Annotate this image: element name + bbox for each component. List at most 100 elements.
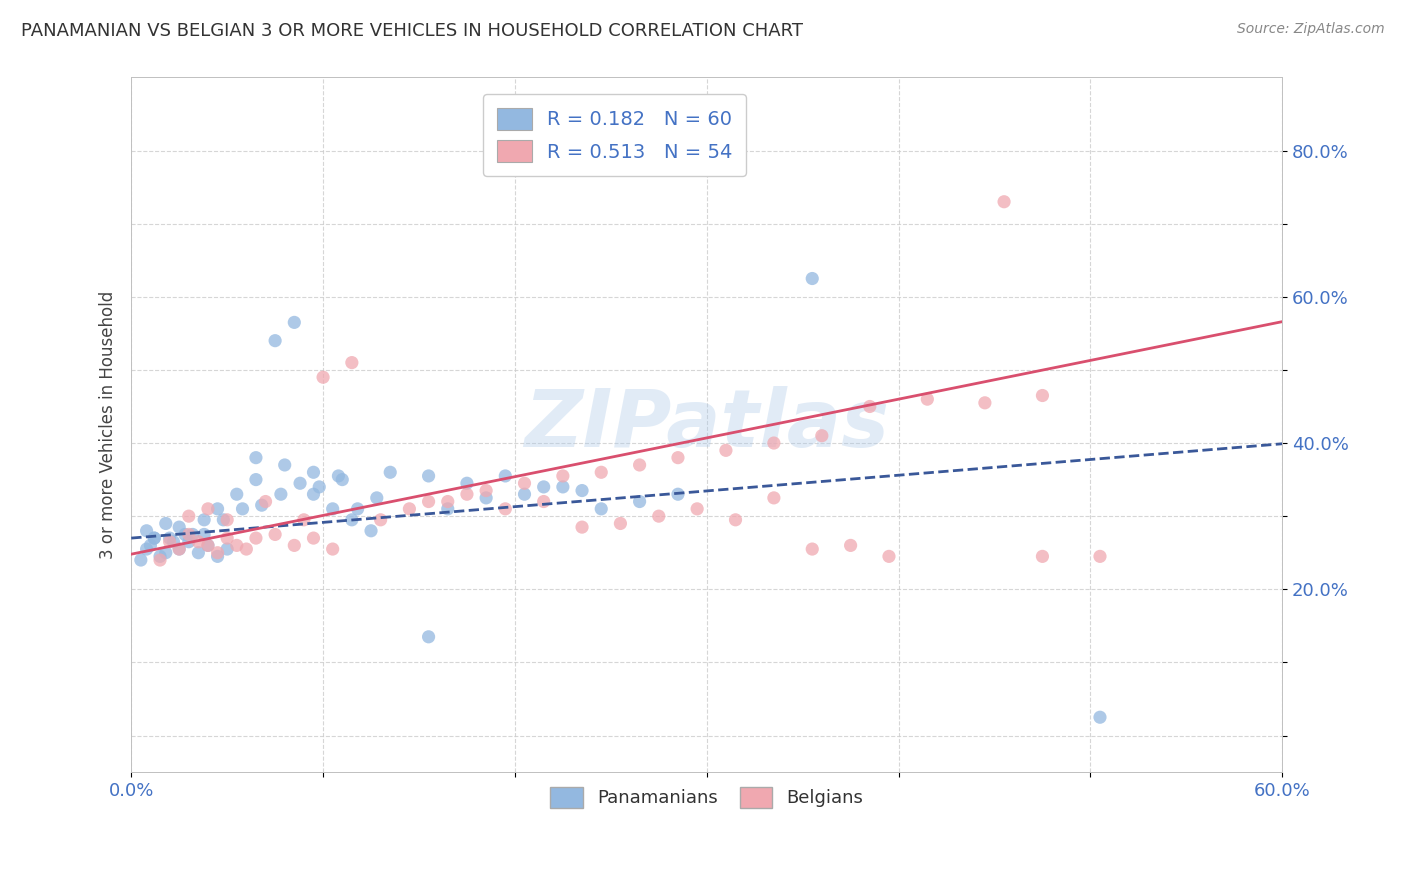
Point [398, 501, 420, 516]
Point [475, 491, 498, 505]
Point [418, 494, 440, 508]
Point [167, 520, 190, 534]
Point [143, 531, 166, 545]
Point [302, 531, 325, 545]
Point [370, 513, 392, 527]
Point [177, 527, 200, 541]
Point [250, 498, 273, 512]
Point [724, 513, 747, 527]
Point [811, 428, 834, 442]
Point [155, 516, 177, 531]
Point [283, 315, 305, 329]
Point [159, 534, 181, 549]
Point [418, 469, 440, 483]
Point [340, 356, 363, 370]
Point [513, 487, 536, 501]
Point [686, 501, 709, 516]
Point [193, 527, 215, 541]
Point [418, 630, 440, 644]
Point [436, 501, 458, 516]
Point [877, 549, 900, 564]
Point [917, 392, 939, 406]
Point [322, 501, 344, 516]
Point [456, 487, 478, 501]
Point [292, 513, 315, 527]
Point [207, 549, 229, 564]
Point [648, 509, 671, 524]
Point [436, 494, 458, 508]
Point [187, 546, 209, 560]
Point [167, 542, 190, 557]
Legend: Panamanians, Belgians: Panamanians, Belgians [543, 780, 870, 815]
Point [308, 480, 330, 494]
Point [231, 501, 253, 516]
Point [340, 513, 363, 527]
Point [591, 465, 613, 479]
Point [551, 480, 574, 494]
Point [993, 194, 1015, 209]
Text: ZIPatlаs: ZIPatlаs [524, 385, 889, 464]
Point [628, 494, 651, 508]
Point [283, 538, 305, 552]
Text: PANAMANIAN VS BELGIAN 3 OR MORE VEHICLES IN HOUSEHOLD CORRELATION CHART: PANAMANIAN VS BELGIAN 3 OR MORE VEHICLES… [21, 22, 803, 40]
Point [302, 465, 325, 479]
Point [494, 501, 516, 516]
Point [1031, 388, 1053, 402]
Point [177, 509, 200, 524]
Point [366, 491, 388, 505]
Point [762, 436, 785, 450]
Point [571, 483, 593, 498]
Point [360, 524, 382, 538]
Point [666, 487, 689, 501]
Point [193, 513, 215, 527]
Point [245, 531, 267, 545]
Point [628, 458, 651, 472]
Point [839, 538, 862, 552]
Point [139, 538, 162, 552]
Text: Source: ZipAtlas.com: Source: ZipAtlas.com [1237, 22, 1385, 37]
Point [225, 538, 247, 552]
Point [217, 542, 239, 557]
Point [264, 334, 287, 348]
Point [288, 476, 311, 491]
Point [533, 480, 555, 494]
Point [1088, 710, 1111, 724]
Point [207, 546, 229, 560]
Point [475, 483, 498, 498]
Point [571, 520, 593, 534]
Point [533, 494, 555, 508]
Point [801, 542, 824, 557]
Point [167, 542, 190, 557]
Point [328, 469, 350, 483]
Point [197, 538, 219, 552]
Point [159, 531, 181, 545]
Point [801, 271, 824, 285]
Point [254, 494, 277, 508]
Point [312, 370, 335, 384]
Point [666, 450, 689, 465]
Point [235, 542, 257, 557]
Point [129, 553, 152, 567]
Point [155, 546, 177, 560]
Point [181, 527, 204, 541]
Point [187, 534, 209, 549]
Point [174, 527, 197, 541]
Point [609, 516, 631, 531]
Point [551, 469, 574, 483]
Point [270, 487, 292, 501]
Point [494, 469, 516, 483]
Point [380, 465, 402, 479]
Point [135, 524, 157, 538]
Point [330, 473, 353, 487]
Point [264, 527, 287, 541]
Point [322, 542, 344, 557]
Point [1088, 549, 1111, 564]
Point [135, 542, 157, 557]
Point [212, 513, 235, 527]
Point [273, 458, 295, 472]
Point [762, 491, 785, 505]
Point [143, 531, 166, 545]
Point [197, 538, 219, 552]
Point [859, 400, 882, 414]
Point [513, 476, 536, 491]
